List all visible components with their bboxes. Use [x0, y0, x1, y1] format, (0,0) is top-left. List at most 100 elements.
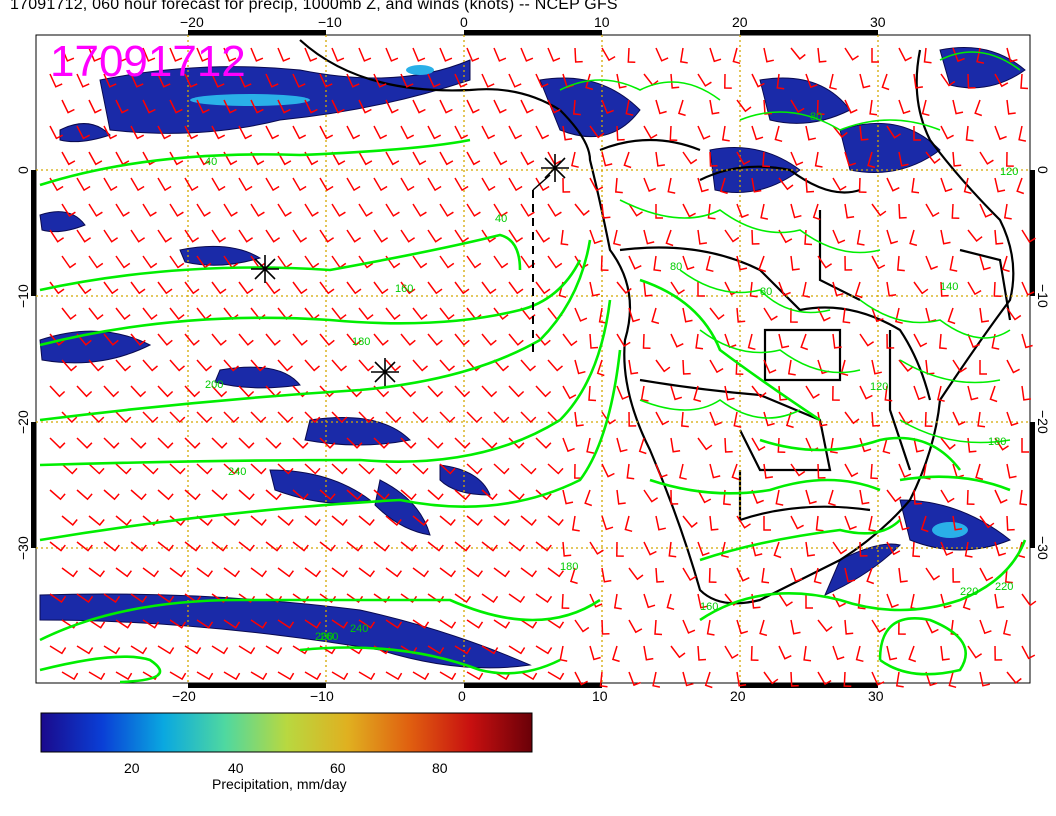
wind-barb [346, 489, 363, 501]
wind-barb [130, 125, 145, 140]
wind-barb [277, 463, 294, 475]
wind-barb [412, 99, 426, 114]
wind-barb [724, 385, 735, 401]
wind-barb [778, 281, 791, 297]
wind-barb [454, 125, 469, 140]
wind-barb [709, 47, 722, 63]
wind-barb [859, 541, 868, 557]
wind-barb [751, 125, 764, 141]
wind-barb [562, 437, 575, 453]
wind-barb [250, 515, 267, 526]
wind-barb [169, 411, 186, 424]
wind-barb [871, 619, 886, 633]
wind-barb [169, 203, 184, 217]
wind-barb [346, 593, 364, 604]
wind-barb [562, 541, 572, 557]
wind-barb [277, 203, 292, 217]
wind-barb [76, 385, 93, 398]
wind-barb [967, 281, 982, 296]
wind-barb [653, 255, 662, 272]
wind-barb [373, 177, 388, 192]
wind-barb [859, 489, 870, 505]
lat-tick: 0 [15, 166, 31, 174]
wind-barb [454, 645, 472, 655]
contour-label: 120 [870, 381, 888, 393]
wind-barb [304, 567, 321, 578]
wind-barb [493, 99, 507, 114]
wind-barb [238, 645, 256, 655]
wind-barb [814, 151, 823, 168]
wind-barb [358, 203, 373, 217]
wind-barb [412, 567, 429, 578]
wind-barb [707, 203, 716, 220]
wind-barb [385, 671, 403, 681]
wind-barb [88, 411, 105, 424]
wind-barb [697, 437, 713, 451]
wind-barb [817, 619, 833, 633]
wind-barb [238, 541, 255, 552]
lat-labels-left: 0 −10 −20 −30 [15, 166, 31, 560]
wind-barb [733, 411, 742, 428]
wind-barb [624, 515, 633, 533]
wind-barb [439, 99, 453, 114]
wind-barb [670, 437, 681, 453]
wind-barb [925, 671, 938, 687]
wind-barb [709, 515, 719, 531]
wind-barb [682, 567, 697, 582]
wind-barb [130, 333, 146, 346]
wind-barb [832, 177, 847, 192]
wind-barb [912, 541, 921, 558]
wind-barb [859, 385, 873, 400]
wind-barb [535, 541, 552, 552]
wind-barb [427, 73, 441, 88]
wind-barb [508, 437, 525, 449]
wind-barb [373, 229, 389, 243]
lon-tick: 30 [870, 14, 886, 30]
contour-label: 180 [988, 436, 1006, 448]
wind-barb [265, 489, 282, 501]
wind-barb [886, 645, 898, 661]
wind-barb [331, 567, 348, 578]
wind-barb [466, 671, 484, 681]
wind-barb [400, 73, 414, 88]
wind-barb [547, 359, 563, 372]
wind-barb [304, 151, 319, 166]
wind-barb [589, 177, 604, 192]
wind-barb [625, 99, 634, 116]
wind-barb [817, 411, 828, 427]
wind-barb [805, 125, 816, 141]
wind-barb [346, 437, 363, 449]
wind-barb [736, 203, 749, 219]
storm-marker [371, 358, 399, 386]
wind-barb [895, 307, 903, 324]
wind-barb [655, 151, 666, 167]
wind-barb [574, 203, 590, 216]
wind-barb [400, 125, 415, 140]
wind-barb [103, 177, 118, 192]
wind-barb [777, 437, 786, 454]
wind-barb [751, 437, 766, 452]
wind-barb [454, 229, 470, 243]
wind-barb [844, 255, 853, 271]
wind-barb [666, 593, 675, 611]
wind-barb [412, 359, 428, 372]
wind-barb [601, 47, 616, 62]
wind-barb [454, 333, 470, 346]
wind-barb [817, 255, 833, 269]
wind-barb [614, 177, 623, 194]
wind-barb [940, 177, 953, 193]
wind-barb [520, 411, 537, 424]
wind-barb [103, 333, 119, 346]
wind-barb [520, 515, 537, 526]
wind-barb [763, 411, 775, 427]
wind-barb [844, 47, 859, 61]
wind-barb [130, 73, 144, 88]
wind-barb [61, 47, 75, 62]
wind-barb [412, 203, 427, 217]
wind-barb [319, 489, 336, 501]
wind-barb [88, 515, 105, 526]
wind-barb [385, 463, 402, 475]
wind-barb [373, 73, 387, 88]
wind-barb [670, 73, 680, 89]
wind-barb [427, 541, 444, 552]
